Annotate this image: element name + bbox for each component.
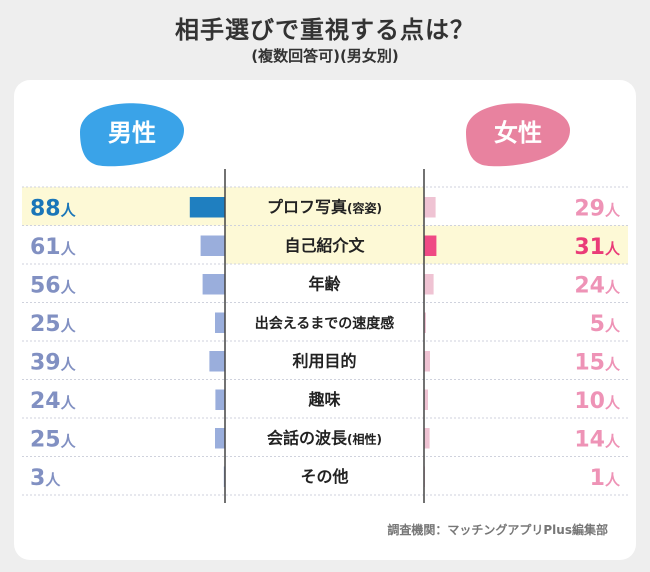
chart-card: 男性 女性 88人 29人 プロフ写真(容姿) 61人 31人 自己紹介文 56人 24人 年齢 25… (14, 80, 636, 560)
male-bar (200, 235, 225, 256)
female-bar (424, 351, 430, 372)
chart-title: 相手選びで重視する点は？ (175, 16, 475, 44)
female-bar (424, 274, 434, 295)
female-bar (424, 197, 436, 218)
male-bar (215, 428, 225, 449)
chart-subtitle: (複数回答可)(男女別) (251, 47, 399, 65)
category-label: 会話の波長(相性) (267, 428, 382, 447)
male-value-label: 3人 (30, 466, 61, 491)
female-bar (424, 428, 430, 449)
female-value-label: 1人 (590, 466, 621, 491)
female-label: 女性 (494, 119, 542, 147)
female-value-label: 10人 (574, 389, 621, 414)
male-value-label: 61人 (30, 235, 77, 260)
female-bar (424, 235, 437, 256)
male-value-label: 25人 (30, 312, 77, 337)
female-value-label: 14人 (574, 427, 621, 452)
male-bar (189, 197, 225, 218)
male-bar (209, 351, 225, 372)
category-label: 出会えるまでの速度感 (255, 315, 395, 332)
female-value-label: 5人 (590, 312, 621, 337)
female-bubble-shape (466, 103, 570, 167)
butterfly-chart: 男性 女性 88人 29人 プロフ写真(容姿) 61人 31人 自己紹介文 56人 24人 年齢 25… (22, 103, 628, 503)
male-value-label: 25人 (30, 427, 77, 452)
category-label: 趣味 (307, 390, 340, 409)
female-value-label: 31人 (574, 235, 621, 260)
female-value-label: 24人 (574, 273, 621, 298)
female-bubble: 女性 (466, 103, 570, 167)
male-bar (202, 274, 225, 295)
category-label: 年齢 (308, 274, 341, 293)
female-bar (424, 389, 428, 410)
male-bubble-shape (80, 103, 184, 167)
category-label: プロフ写真(容姿) (267, 197, 382, 216)
male-bubble: 男性 (80, 103, 184, 167)
male-value-label: 88人 (30, 196, 77, 221)
male-value-label: 24人 (30, 389, 77, 414)
female-value-label: 29人 (574, 196, 621, 221)
category-label: その他 (300, 467, 348, 486)
female-bar (424, 312, 426, 333)
male-label: 男性 (108, 119, 156, 147)
female-value-label: 15人 (574, 350, 621, 375)
category-label: 利用目的 (292, 351, 356, 370)
male-bar (215, 389, 225, 410)
male-value-label: 39人 (30, 350, 77, 375)
category-label: 自己紹介文 (284, 236, 365, 255)
male-value-label: 56人 (30, 273, 77, 298)
male-bar (215, 312, 225, 333)
credit-text: 調査機関：マッチングアプリPlus編集部 (387, 523, 608, 537)
